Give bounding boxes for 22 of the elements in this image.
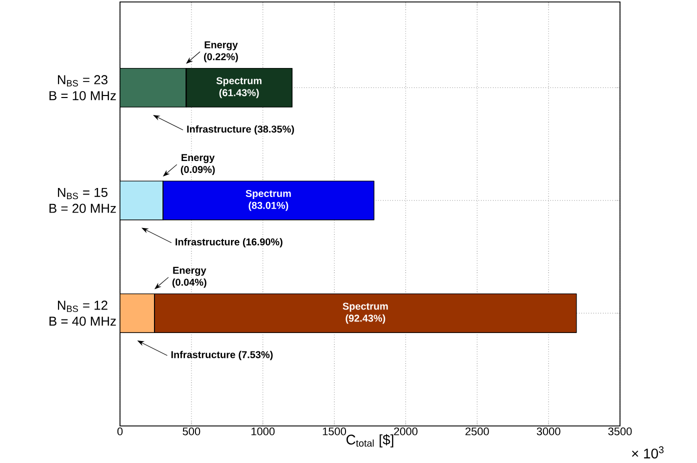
annotation: Energy (0.09%) [180,154,215,175]
annotation: Infrastructure (7.53%) [171,350,273,360]
annotation: Infrastructure (16.90%) [176,238,282,248]
x-tick-label: 3000 [536,428,560,436]
annotation: Spectrum (61.43%) [216,77,262,98]
x-tick-label: 2500 [466,428,489,436]
x-tick-label: 1500 [322,428,346,436]
text: × 10$^{3}$ [632,446,664,458]
x-tick-label: 3500 [608,428,632,436]
annotation: Infrastructure (38.35%) [187,125,294,135]
y-tick-label: N$_{BS}$ = 23 B = 10 MHz [50,75,116,100]
y-tick-label: N$_{BS}$ = 15 B = 20 MHz [50,188,116,213]
annotation: Spectrum (92.43%) [342,302,388,324]
x-tick-label: 0 [117,428,123,436]
annotation: Energy (0.22%) [204,41,238,62]
x-tick-label: 1000 [252,428,275,436]
annotation: Spectrum (83.01%) [246,190,291,211]
x-tick-label: 2000 [394,428,418,436]
x-tick-label: 500 [182,428,200,436]
y-tick-label: N$_{BS}$ = 12 B = 40 MHz [50,300,116,326]
x-axis-title: C$_{total}$ [$] [346,434,394,448]
annotation: Energy (0.04%) [172,266,206,288]
